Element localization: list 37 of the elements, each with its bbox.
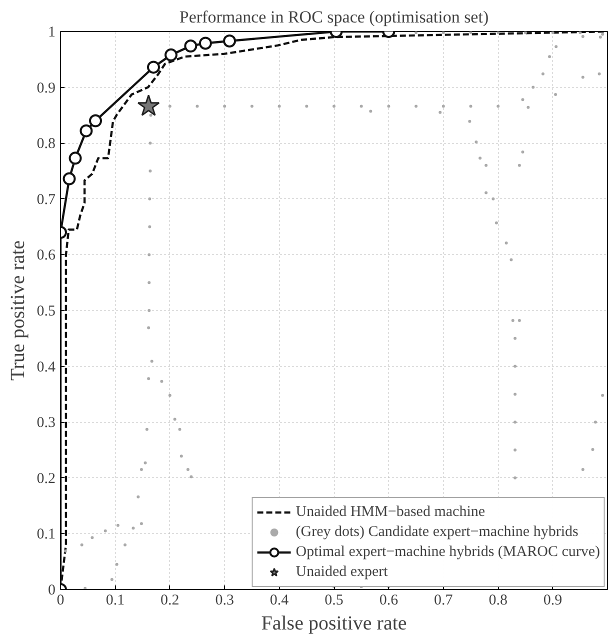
y-tick-label: 0.9 — [36, 80, 56, 96]
point — [137, 94, 160, 116]
legend-label: Unaided HMM−based machine — [296, 503, 486, 521]
x-tick-label: 0.8 — [488, 592, 508, 608]
legend-label: Unaided expert — [296, 563, 388, 581]
y-tick-label: 0 — [48, 582, 56, 598]
x-tick-label: 0.2 — [160, 592, 180, 608]
y-tick-label: 1 — [48, 24, 56, 40]
legend-label: (Grey dots) Candidate expert−machine hybrids — [296, 523, 578, 541]
legend-label: Optimal expert−machine hybrids (MAROC curve) — [296, 543, 600, 561]
point — [184, 40, 198, 52]
point — [68, 152, 82, 165]
y-tick-label: 0.7 — [36, 192, 56, 208]
point — [89, 114, 102, 128]
x-tick-label: 0.6 — [379, 592, 399, 608]
y-tick-label: 0.2 — [36, 470, 56, 487]
point — [164, 48, 178, 62]
x-tick-label: 0.1 — [106, 592, 125, 608]
point — [223, 34, 236, 48]
point — [62, 172, 76, 186]
point — [80, 124, 93, 138]
y-tick-label: 0.1 — [36, 526, 56, 543]
x-tick-label: 0.3 — [215, 592, 234, 608]
y-tick-label: 0.6 — [36, 248, 56, 264]
x-axis-title: False positive rate — [261, 612, 407, 634]
x-tick-label: 0.7 — [434, 592, 454, 608]
chart-title: Performance in ROC space (optimisation set) — [179, 8, 489, 26]
x-tick-label: 0.5 — [324, 592, 344, 608]
y-tick-label: 0.5 — [36, 304, 56, 320]
y-axis-title: True positive rate — [6, 240, 29, 381]
x-tick-label: 0.4 — [270, 592, 290, 608]
point — [198, 36, 212, 50]
x-tick-label: 0.9 — [543, 592, 562, 608]
y-tick-label: 0.4 — [36, 359, 56, 376]
y-tick-label: 0.3 — [36, 415, 56, 432]
y-tick-label: 0.8 — [36, 136, 56, 152]
point — [146, 60, 160, 74]
